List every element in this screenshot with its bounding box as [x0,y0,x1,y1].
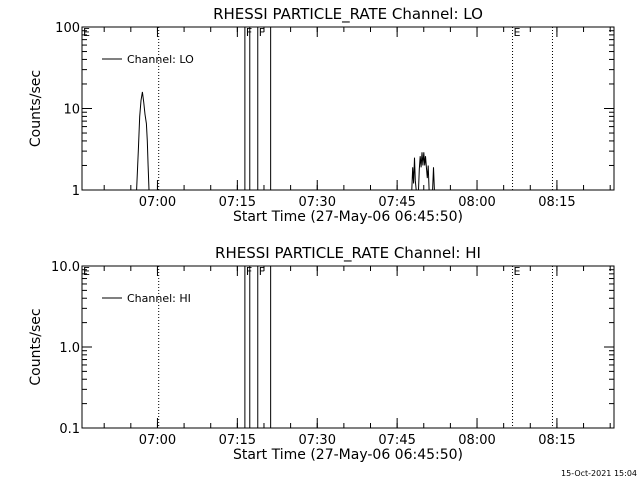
hi-x-tick-label: 07:45 [378,433,415,448]
lo-y-axis-label: Counts/sec [28,70,44,147]
lo-x-axis-label: Start Time (27-May-06 06:45:50) [233,209,463,225]
lo-x-tick-label: 07:15 [219,195,256,210]
lo-x-tick-label: 07:30 [299,195,336,210]
hi-chart-title: RHESSI PARTICLE_RATE Channel: HI [215,244,481,263]
lo-event-marker-label: F [259,26,265,39]
hi-legend-label: Channel: HI [127,292,191,305]
lo-event-marker-label: E [514,26,521,39]
panel-lo: RHESSI PARTICLE_RATE Channel: LO 1 10 100 Co… [28,5,615,225]
lo-series-line [136,91,150,191]
panel-hi: RHESSI PARTICLE_RATE Channel: HI 0.1 1.0 10… [28,244,615,463]
lo-plot-frame [81,26,615,191]
hi-x-tick-label: 08:00 [458,433,495,448]
lo-event-marker-label: F [246,26,252,39]
hi-event-marker-label: F [246,265,252,278]
lo-x-tick-label: 08:00 [458,195,495,210]
hi-event-marker-label: E [83,265,90,278]
hi-x-tick-label: 07:15 [219,433,256,448]
hi-y-axis-label: Counts/sec [28,308,44,385]
lo-chart-title: RHESSI PARTICLE_RATE Channel: LO [213,5,483,24]
lo-series-line [418,152,430,191]
footer-timestamp: 15-Oct-2021 15:04 [561,469,637,478]
hi-y-tick-label: 1.0 [59,341,80,356]
hi-x-tick-label: 07:30 [299,433,336,448]
hi-event-marker-label: F [259,265,265,278]
lo-series-line [432,167,435,191]
hi-x-axis-label: Start Time (27-May-06 06:45:50) [233,447,463,463]
hi-y-tick-label: 0.1 [59,422,80,437]
lo-event-marker-label: E [83,26,90,39]
lo-x-tick-label: 08:15 [538,195,575,210]
lo-series-line [411,157,417,191]
lo-y-tick-label: 10 [63,103,80,118]
hi-plot-frame [81,265,615,429]
lo-y-tick-label: 100 [55,21,80,36]
lo-x-tick-label: 07:00 [139,195,176,210]
hi-event-marker-label: E [514,265,521,278]
lo-x-tick-label: 07:45 [378,195,415,210]
hi-x-tick-label: 07:00 [139,433,176,448]
lo-legend-label: Channel: LO [127,53,194,66]
lo-y-tick-label: 1 [72,184,80,199]
hi-x-tick-label: 08:15 [538,433,575,448]
hi-y-tick-label: 10.0 [51,260,80,275]
